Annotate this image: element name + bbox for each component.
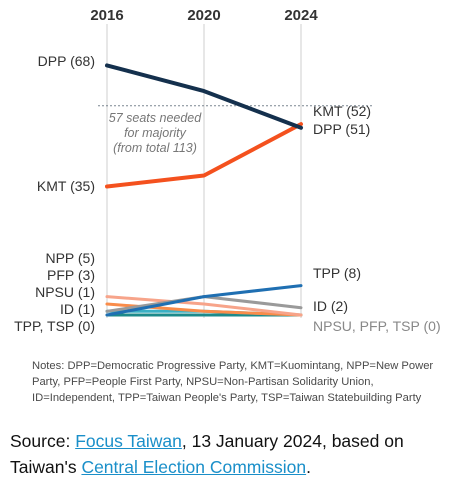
start-label-npsu: NPSU (1) [35, 284, 95, 300]
end-label-npp: NPSU, PFP, TSP (0) [313, 318, 441, 334]
series-line-tpp [105, 284, 303, 317]
start-label-npp: NPP (5) [45, 250, 95, 266]
start-label-dpp: DPP (68) [38, 53, 95, 69]
source-line: Source: Focus Taiwan, 13 January 2024, b… [10, 428, 445, 480]
majority-annotation: for majority [124, 126, 187, 140]
end-label-id: ID (2) [313, 298, 348, 314]
end-label-dpp: DPP (51) [313, 121, 370, 137]
chart-notes: Notes: DPP=Democratic Progressive Party,… [32, 360, 434, 404]
majority-annotation: (from total 113) [113, 141, 197, 155]
end-label-kmt: KMT (52) [313, 103, 371, 119]
central-election-commission-link[interactable]: Central Election Commission [81, 457, 307, 477]
series-line-dpp [105, 63, 303, 130]
majority-annotation: 57 seats needed [109, 111, 202, 125]
start-label-pfp: PFP (3) [47, 267, 95, 283]
x-tick-label: 2020 [187, 7, 220, 24]
start-label-tpp: TPP, TSP (0) [14, 318, 95, 334]
start-label-kmt: KMT (35) [37, 178, 95, 194]
x-tick-label: 2016 [90, 7, 123, 24]
end-label-tpp: TPP (8) [313, 265, 361, 281]
source-suffix: . [306, 457, 311, 477]
source-prefix: Source: [10, 431, 76, 451]
x-tick-label: 2024 [284, 7, 318, 24]
focus-taiwan-link[interactable]: Focus Taiwan [75, 431, 182, 451]
source-middle: , 13 January 2024, based on Taiwan's [10, 431, 404, 477]
series-line-npp [105, 295, 303, 317]
series-line-kmt [105, 122, 303, 189]
start-label-id: ID (1) [60, 301, 95, 317]
